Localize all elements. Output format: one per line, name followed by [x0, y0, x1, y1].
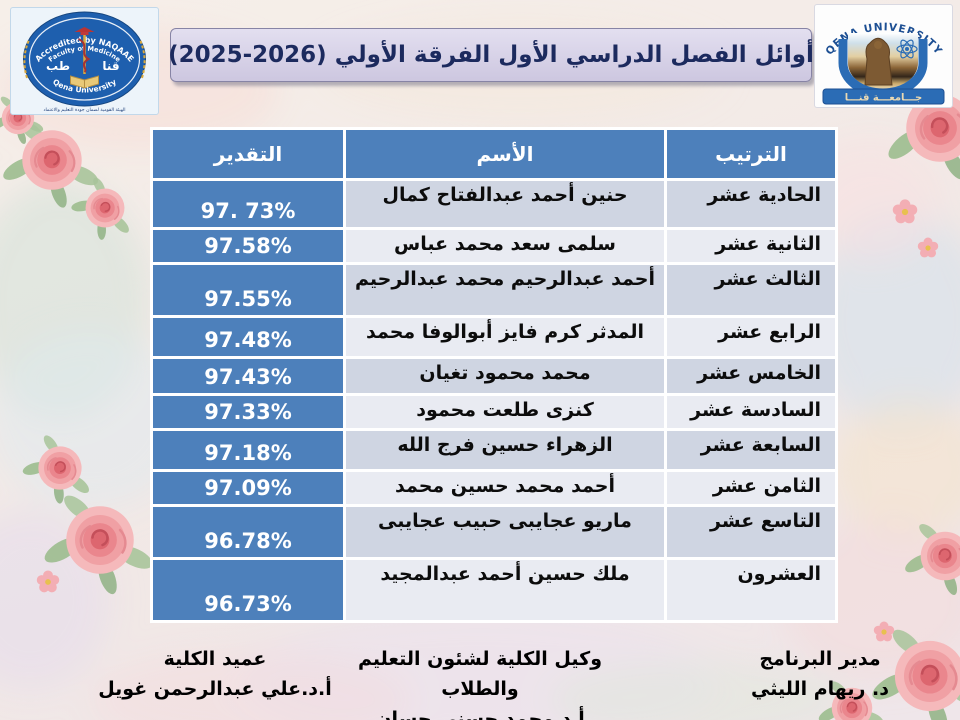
- rank-cell: السابعة عشر: [667, 431, 835, 469]
- faculty-of-medicine-logo: Accredited by NAQAAE Faculty of Medicine…: [10, 7, 159, 115]
- rank-cell: الخامس عشر: [667, 359, 835, 393]
- rank-cell: التاسع عشر: [667, 507, 835, 557]
- qena-university-logo: QENA UNIVERSITY جـــامعـــة قنـــا: [814, 4, 953, 108]
- grade-cell: 96.73%: [153, 560, 343, 620]
- signature-dean: عميد الكلية أ.د.علي عبدالرحمن غويل: [70, 644, 360, 704]
- grade-cell: 97.43%: [153, 359, 343, 393]
- grade-header: التقدير: [153, 130, 343, 178]
- signature-title: مدير البرنامج: [759, 648, 881, 670]
- name-cell: كنزى طلعت محمود: [346, 396, 664, 428]
- name-cell: ماريو عجايبى حبيب عجايبى: [346, 507, 664, 557]
- signature-vice-dean: وكيل الكلية لشئون التعليم والطلاب أ.د.مح…: [320, 644, 640, 720]
- rank-header: الترتيب: [667, 130, 835, 178]
- name-cell: ملك حسين أحمد عبدالمجيد: [346, 560, 664, 620]
- signature-name: د. ريهام الليثي: [750, 678, 889, 700]
- grade-cell: 96.78%: [153, 507, 343, 557]
- university-banner-text: جـــامعـــة قنـــا: [845, 93, 923, 104]
- name-cell: المدثر كرم فايز أبوالوفا محمد: [346, 318, 664, 356]
- name-header: الأسم: [346, 130, 664, 178]
- logo-arabic-left-word: طب: [46, 59, 70, 73]
- table-row: التاسع عشر ماريو عجايبى حبيب عجايبى 96.7…: [153, 507, 835, 557]
- rank-cell: الثالث عشر: [667, 265, 835, 315]
- name-cell: أحمد محمد حسين محمد: [346, 472, 664, 504]
- signature-program-director: مدير البرنامج د. ريهام الليثي: [690, 644, 950, 704]
- logo-arabic-right-word: قنا: [102, 59, 119, 73]
- signature-name: أ.د.علي عبدالرحمن غويل: [98, 678, 332, 700]
- rank-cell: الحادية عشر: [667, 181, 835, 227]
- grade-cell: 97. 73%: [153, 181, 343, 227]
- rank-cell: الثانية عشر: [667, 230, 835, 262]
- grade-cell: 97.33%: [153, 396, 343, 428]
- grade-cell: 97.18%: [153, 431, 343, 469]
- page-title: أوائل الفصل الدراسي الأول الفرقة الأولي …: [168, 42, 814, 68]
- name-cell: سلمى سعد محمد عباس: [346, 230, 664, 262]
- naqaae-footer-text: الهيئة القومية لضمان جودة التعليم والاعت…: [43, 108, 125, 113]
- name-cell: أحمد عبدالرحيم محمد عبدالرحيم: [346, 265, 664, 315]
- rank-cell: الرابع عشر: [667, 318, 835, 356]
- table-row: الثامن عشر أحمد محمد حسين محمد 97.09%: [153, 472, 835, 504]
- rank-cell: السادسة عشر: [667, 396, 835, 428]
- ranking-table-wrap: الترتيب الأسم التقدير الحادية عشر حنين أ…: [150, 127, 838, 623]
- table-row: السادسة عشر كنزى طلعت محمود 97.33%: [153, 396, 835, 428]
- university-logo-art: QENA UNIVERSITY جـــامعـــة قنـــا: [822, 21, 945, 105]
- caduceus-icon: [70, 27, 99, 89]
- table-row: الحادية عشر حنين أحمد عبدالفتاح كمال 97.…: [153, 181, 835, 227]
- grade-cell: 97.48%: [153, 318, 343, 356]
- name-cell: محمد محمود تغيان: [346, 359, 664, 393]
- pharaoh-statue-icon: [864, 37, 893, 86]
- table-row: العشرون ملك حسين أحمد عبدالمجيد 96.73%: [153, 560, 835, 620]
- table-header-row: الترتيب الأسم التقدير: [153, 130, 835, 178]
- rank-cell: العشرون: [667, 560, 835, 620]
- grade-cell: 97.09%: [153, 472, 343, 504]
- table-row: السابعة عشر الزهراء حسين فرج الله 97.18%: [153, 431, 835, 469]
- rank-cell: الثامن عشر: [667, 472, 835, 504]
- table-row: الرابع عشر المدثر كرم فايز أبوالوفا محمد…: [153, 318, 835, 356]
- title-banner: أوائل الفصل الدراسي الأول الفرقة الأولي …: [168, 28, 814, 82]
- grade-cell: 97.55%: [153, 265, 343, 315]
- signature-title: عميد الكلية: [163, 648, 267, 670]
- signature-title: وكيل الكلية لشئون التعليم والطلاب: [357, 648, 603, 700]
- name-cell: الزهراء حسين فرج الله: [346, 431, 664, 469]
- grade-cell: 97.58%: [153, 230, 343, 262]
- table-row: الثالث عشر أحمد عبدالرحيم محمد عبدالرحيم…: [153, 265, 835, 315]
- table-row: الثانية عشر سلمى سعد محمد عباس 97.58%: [153, 230, 835, 262]
- faculty-logo-seal: Accredited by NAQAAE Faculty of Medicine…: [23, 11, 146, 113]
- signature-name: أ.د.محمد حسني حسان: [375, 708, 585, 720]
- ranking-table: الترتيب الأسم التقدير الحادية عشر حنين أ…: [150, 127, 838, 623]
- atom-icon: [896, 39, 918, 59]
- name-cell: حنين أحمد عبدالفتاح كمال: [346, 181, 664, 227]
- table-row: الخامس عشر محمد محمود تغيان 97.43%: [153, 359, 835, 393]
